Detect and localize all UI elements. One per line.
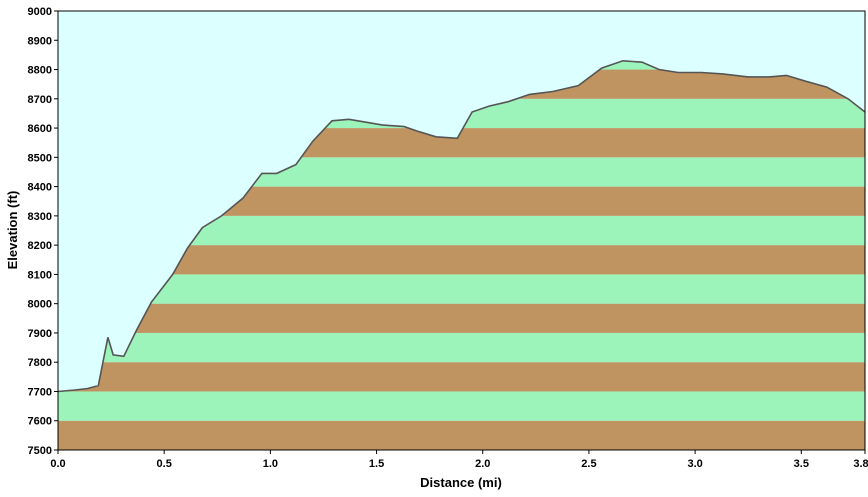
x-tick-label: 1.0: [263, 458, 278, 470]
y-tick-label: 8500: [28, 152, 52, 164]
y-tick-label: 8600: [28, 123, 52, 135]
x-axis: 0.0 0.5 1.0 1.5 2.0 2.5 3.0 3.5 3.8: [50, 450, 868, 470]
x-tick-label: 0.0: [50, 458, 65, 470]
x-tick-label: 2.5: [581, 458, 596, 470]
terrain-band-7900: [58, 303, 865, 333]
y-tick-label: 7500: [28, 445, 52, 457]
x-tick-label: 2.0: [475, 458, 490, 470]
y-axis: 7500 7600 7700 7800 7900 8000 8100 8200 8300 8400…: [28, 6, 58, 457]
y-tick-label: 7700: [28, 386, 52, 398]
terrain-band-7700: [58, 362, 865, 392]
plot-frame: [57, 10, 866, 451]
x-tick-label: 3.8: [853, 458, 868, 470]
y-tick-label: 8400: [28, 182, 52, 194]
y-tick-label: 8800: [28, 65, 52, 77]
x-tick-label: 1.5: [369, 458, 384, 470]
y-tick-label: 7900: [28, 328, 52, 340]
x-tick-label: 0.5: [157, 458, 172, 470]
y-tick-label: 8000: [28, 299, 52, 311]
y-tick-label: 8200: [28, 240, 52, 252]
y-tick-label: 8300: [28, 211, 52, 223]
terrain-band-8000: [58, 274, 865, 304]
terrain-band-7500: [58, 420, 865, 450]
y-tick-label: 8700: [28, 94, 52, 106]
y-tick-label: 9000: [28, 6, 52, 18]
y-tick-label: 7800: [28, 357, 52, 369]
terrain-band-8100: [58, 245, 865, 275]
y-tick-label: 7600: [28, 416, 52, 428]
x-axis-label: Distance (mi): [420, 475, 502, 490]
y-axis-label: Elevation (ft): [5, 191, 20, 270]
terrain-band-7600: [58, 391, 865, 421]
y-tick-label: 8900: [28, 35, 52, 47]
y-tick-label: 8100: [28, 269, 52, 281]
x-tick-label: 3.5: [794, 458, 809, 470]
elevation-profile-line: [57, 59, 866, 393]
terrain-band-7800: [58, 332, 865, 363]
x-tick-label: 3.0: [687, 458, 702, 470]
